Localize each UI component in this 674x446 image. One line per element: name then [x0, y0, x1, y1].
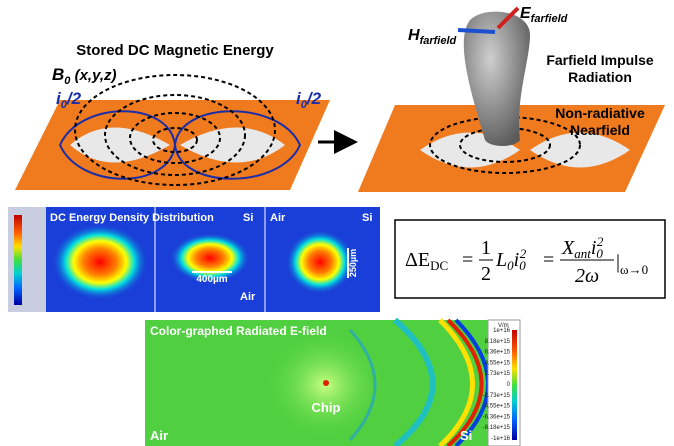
efield-title: Color-graphed Radiated E-field [150, 324, 327, 338]
radiation-label: Farfield Impulse [546, 52, 654, 68]
colorbar-label: 8.18e+15 [485, 339, 511, 345]
corner-label: Air [270, 212, 286, 224]
t: DC [430, 258, 448, 273]
corner-label: Si [362, 212, 372, 224]
t: 2 [520, 246, 527, 261]
t: 0 [507, 258, 514, 273]
t: X [561, 237, 575, 259]
title: Stored DC Magnetic Energy [76, 42, 274, 59]
term: L0i02 [495, 246, 527, 273]
colorbar-label: 1e+16 [493, 328, 511, 334]
t: i [591, 237, 597, 259]
colorbar-label: 4.55e+15 [485, 360, 511, 366]
sub: 0 [61, 99, 68, 111]
lhs: ΔEDC [405, 249, 448, 273]
current-label: i0/2 [56, 89, 82, 111]
radiation-label: Radiation [568, 69, 632, 85]
colorbar-label: 6.36e+15 [485, 350, 511, 356]
corner-label: Si [460, 428, 472, 443]
t: 0 [596, 246, 603, 261]
equation-box [394, 219, 666, 299]
equation: ΔEDC = 1 2 L0i02 = Xanti02 2ω |ω→0 [405, 234, 648, 287]
scale-label: 250µm [348, 249, 358, 277]
maps-title: DC Energy Density Distribution [50, 212, 214, 224]
num: Xanti02 [561, 234, 604, 261]
colorbar [512, 330, 517, 440]
colorbar-label: -4.55e+15 [483, 404, 511, 410]
symbol: E [520, 5, 532, 22]
chip-label: Chip [312, 400, 341, 415]
args: (x,y,z) [70, 67, 116, 84]
nearfield-label: Non-radiative [555, 105, 645, 121]
colorbar-label: -6.36e+15 [483, 414, 511, 420]
board [15, 100, 330, 190]
colorbar-labels: 1e+16 8.18e+15 6.36e+15 4.55e+15 2.73e+15 0 -2… [483, 328, 511, 442]
t: ΔE [405, 249, 430, 271]
t: | [616, 251, 620, 273]
suffix: /2 [66, 89, 82, 108]
colorbar-label: 2.73e+15 [485, 371, 511, 377]
t: ω→0 [620, 262, 648, 277]
symbol: B [52, 65, 64, 84]
colorbar-unit: V/m [498, 323, 509, 329]
h-label: Hfarfield [408, 27, 457, 47]
den: 2 [481, 263, 491, 285]
corner-label: Air [150, 428, 168, 443]
colorbar-label: -2.73e+15 [483, 393, 511, 399]
symbol: i [296, 89, 302, 108]
op: = [462, 249, 473, 271]
field-lines [74, 74, 276, 186]
t: ant [574, 246, 591, 261]
bar: |ω→0 [616, 251, 648, 277]
num: 1 [481, 237, 491, 259]
nearfield-label: Nearfield [570, 122, 630, 138]
current-label: i0/2 [296, 89, 322, 111]
field-label: B0 (x,y,z) [52, 65, 117, 87]
colorbar [14, 215, 22, 305]
t: 2 [597, 234, 604, 249]
scale-label: 400µm [196, 274, 227, 285]
sub: 0 [64, 75, 71, 87]
antenna [70, 127, 285, 163]
colorbar-label: 0 [507, 382, 511, 388]
colorbar-label: -1e+16 [491, 436, 511, 442]
sub: farfield [531, 13, 568, 25]
corner-label: Si [243, 212, 253, 224]
symbol: H [408, 27, 420, 44]
chip-dot [323, 380, 329, 386]
suffix: /2 [306, 89, 322, 108]
colorbar-label: -8.18e+15 [483, 425, 511, 431]
sub: 0 [301, 99, 308, 111]
antenna [420, 132, 630, 168]
radiation-lobe [463, 11, 530, 146]
legend-box [8, 207, 46, 312]
sub: farfield [420, 35, 457, 47]
t: L [495, 249, 507, 271]
hotspot [286, 230, 354, 294]
den: 2ω [575, 265, 599, 287]
corner-label: Air [240, 291, 256, 303]
op: = [543, 249, 554, 271]
symbol: i [56, 89, 62, 108]
e-label: Efarfield [520, 5, 568, 25]
t: i [514, 249, 520, 271]
hotspot [170, 233, 250, 283]
t: 0 [519, 258, 526, 273]
hotspot [52, 224, 148, 300]
e-arrow [496, 6, 520, 30]
h-arrow [457, 28, 496, 34]
